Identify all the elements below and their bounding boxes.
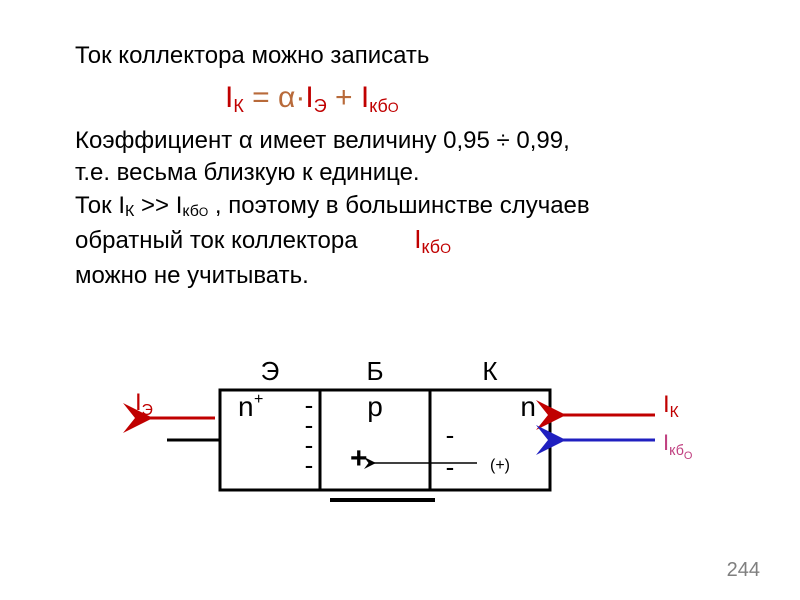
- body-l3: Ток IК >> IкбО , поэтому в большинстве с…: [75, 190, 735, 223]
- formula-ik-sub: К: [233, 96, 244, 116]
- page-number: 244: [727, 559, 760, 582]
- svg-text:-: -: [446, 420, 455, 450]
- body-l2: т.е. весьма близкую к единице.: [75, 157, 735, 189]
- body-l3-ik-sub: К: [125, 203, 134, 220]
- formula-plus: +: [327, 81, 361, 114]
- body-l3-ik-i: I: [118, 192, 125, 219]
- body-l3-ikbo-sub: кб: [182, 203, 199, 220]
- title-line: Ток коллектора можно записать: [75, 40, 735, 72]
- region-p: p: [367, 391, 383, 422]
- inline-ikbo: IкбО: [414, 224, 451, 254]
- body-l4: обратный ток коллектора: [75, 227, 358, 254]
- formula-ikbo-sub: кб: [369, 96, 388, 116]
- body-l3-post: , поэтому в большинстве случаев: [208, 192, 589, 219]
- body-l1: Коэффициент α имеет величину 0,95 ÷ 0,99…: [75, 125, 735, 157]
- svg-text:-: -: [305, 450, 314, 480]
- body-l5: можно не учитывать.: [75, 260, 735, 292]
- formula: IК = α·IЭ + IкбО: [225, 78, 735, 119]
- formula-ikbo-subo: О: [388, 99, 399, 115]
- body-l3-mid: >>: [134, 192, 175, 219]
- formula-eq: = α·: [244, 81, 306, 114]
- svg-text:+: +: [350, 442, 368, 475]
- label-base: Б: [366, 356, 383, 386]
- svg-text:(+): (+): [490, 457, 510, 474]
- inline-ikbo-subo: О: [440, 240, 451, 256]
- side-label-ik: IК: [663, 391, 679, 421]
- formula-ie-sub: Э: [314, 96, 327, 116]
- transistor-diagram: Э Б К n + p n IЭ IК IкбО ------+(+): [95, 350, 695, 550]
- formula-ikbo-i: I: [361, 81, 369, 114]
- side-label-ie: IЭ: [135, 389, 153, 419]
- transistor-box: [220, 390, 550, 490]
- region-n-plus: n: [238, 391, 254, 422]
- region-n-plus-sup: +: [254, 391, 263, 408]
- side-label-ikbo: IкбО: [663, 430, 693, 462]
- region-n: n: [520, 391, 536, 422]
- formula-ie-i: I: [305, 81, 313, 114]
- label-emitter: Э: [261, 356, 280, 386]
- svg-text:-: -: [446, 452, 455, 482]
- body-l4-row: обратный ток коллектора IкбО: [75, 222, 735, 259]
- body-l3-pre: Ток: [75, 192, 118, 219]
- body-l3-ikbo-subo: О: [199, 205, 208, 219]
- inline-ikbo-sub: кб: [421, 237, 440, 257]
- label-collector: К: [482, 356, 497, 386]
